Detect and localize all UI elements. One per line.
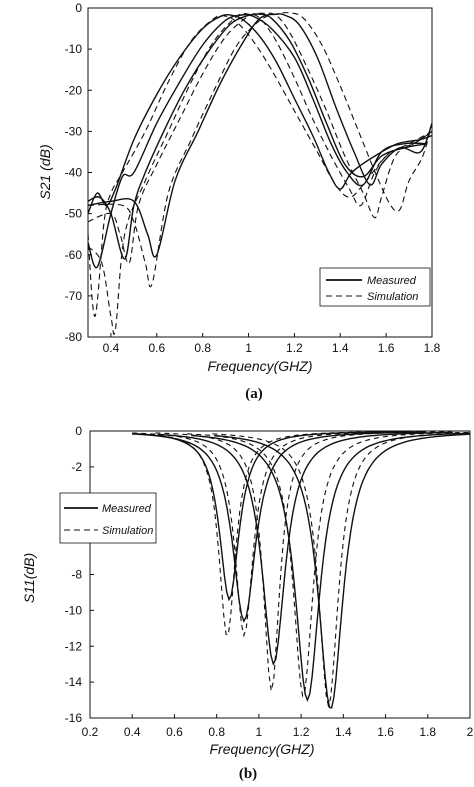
panel-b-caption: (b) [239, 766, 257, 782]
panel-b-curves [132, 431, 471, 709]
panel-b-x-axis-label: Frequency(GHZ) [209, 741, 314, 757]
panel-a-x-tick-label: 1.4 [332, 341, 349, 355]
panel-b-x-tick-label: 0.4 [124, 725, 141, 739]
panel-a-legend-measured-label: Measured [367, 275, 417, 287]
panel-a-y-axis-label: S21 (dB) [37, 144, 53, 199]
panel-a-y-tick-label: -40 [65, 166, 83, 180]
panel-a-x-tick-label: 0.4 [103, 341, 120, 355]
panel-b-x-tick-label: 2 [467, 725, 474, 739]
panel-b-legend-box [59, 492, 157, 544]
panel-b-x-tick-label: 1.4 [335, 725, 352, 739]
panel-b-y-tick-label: -8 [71, 568, 82, 582]
panel-a-y-tick-label: -70 [65, 289, 83, 303]
panel-b-x-tick-label: 1.2 [293, 725, 310, 739]
panel-b-measured-dip-3 [157, 431, 454, 666]
panel-b-x-tick-label: 0.8 [208, 725, 225, 739]
panel-b-measured-dip-5 [214, 433, 471, 709]
panel-a-legend-box [319, 267, 431, 307]
panel-b-y-tick-label: -14 [65, 675, 83, 689]
panel-b-simulation-dip-5 [212, 432, 470, 708]
panel-a-y-tick-label: 0 [75, 1, 82, 15]
panel-b-x-tick-label: 0.6 [166, 725, 183, 739]
panel-a-curves [87, 12, 433, 335]
panel-a-y-tick-label: -20 [65, 83, 83, 97]
panel-b-y-tick-label: -2 [71, 460, 82, 474]
panel-b-simulation-dip-4 [187, 431, 470, 698]
panel-b-y-axis-label: S11(dB) [21, 553, 37, 603]
panel-a-legend-simulation-label: Simulation [367, 291, 418, 303]
panel-b-legend-simulation-label: Simulation [102, 525, 153, 537]
panel-a-x-axis-label: Frequency(GHZ) [207, 358, 312, 374]
panel-b-ticks: 0.20.40.60.811.21.41.61.820-2-4-6-8-10-1… [65, 424, 474, 739]
panel-b-legend-measured-label: Measured [102, 503, 152, 515]
panel-b-y-tick-label: 0 [75, 424, 82, 438]
panel-a-simulation-curve-3 [87, 12, 433, 265]
panel-a-x-tick-label: 1.2 [286, 341, 303, 355]
panel-b-y-tick-label: -12 [65, 639, 83, 653]
panel-a-ticks: 0.4 0.6 0.8 1 1.2 1.4 1.6 1.8 0 -10 -20 -30 -40 -50 -6… [65, 1, 441, 355]
panel-b-y-tick-label: -16 [65, 711, 83, 725]
panel-b-legend: Measured Simulation [59, 492, 157, 544]
panel-a-legend: Measured Simulation [319, 267, 431, 307]
panel-b-simulation-dip-2 [132, 431, 424, 638]
panel-a-y-tick-label: -60 [65, 248, 83, 262]
panel-b-y-tick-label: -10 [65, 603, 83, 617]
panel-b-simulation-dip-3 [155, 431, 451, 691]
panel-b-s11-chart: 0.20.40.60.811.21.41.61.820-2-4-6-8-10-1… [21, 424, 474, 782]
panel-b-measured-dip-4 [191, 432, 471, 703]
panel-a-y-tick-label: -10 [65, 42, 83, 56]
panel-b-x-tick-label: 1.6 [377, 725, 394, 739]
panel-b-x-tick-label: 1.8 [419, 725, 436, 739]
panel-b-x-tick-label: 0.2 [82, 725, 99, 739]
panel-a-s21-chart: 0.4 0.6 0.8 1 1.2 1.4 1.6 1.8 0 -10 -20 -30 -40 -50 -6… [37, 1, 441, 402]
panel-a-caption: (a) [245, 386, 263, 402]
panel-a-simulation-curve-1 [87, 14, 433, 317]
panel-a-x-tick-label: 0.8 [194, 341, 211, 355]
panel-a-simulation-curve-2 [87, 12, 433, 335]
panel-a-x-tick-label: 1 [245, 341, 252, 355]
panel-a-measured-curve-3 [87, 13, 428, 260]
panel-a-x-tick-label: 1.8 [424, 341, 441, 355]
panel-a-x-tick-label: 0.6 [148, 341, 165, 355]
panel-a-y-tick-label: -50 [65, 207, 83, 221]
panel-a-x-tick-label: 1.6 [378, 341, 395, 355]
panel-a-y-tick-label: -80 [65, 330, 83, 344]
panel-a-y-tick-label: -30 [65, 124, 83, 138]
panel-b-x-tick-label: 1 [256, 725, 263, 739]
panel-b-plot-frame [89, 430, 471, 719]
